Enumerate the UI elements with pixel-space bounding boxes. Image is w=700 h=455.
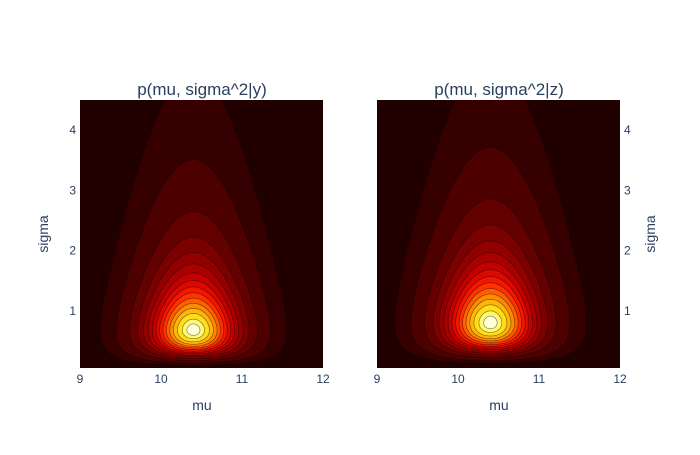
y-tick-label: 2: [69, 244, 76, 258]
x-tick-label: 12: [316, 372, 330, 386]
contour-plot-area: [80, 100, 323, 368]
x-tick-label: 11: [236, 372, 249, 386]
y-tick-label: 1: [624, 304, 631, 318]
x-axis-title: mu: [192, 397, 211, 413]
subplot-title: p(mu, sigma^2|z): [434, 80, 564, 99]
x-tick-label: 9: [77, 372, 84, 386]
y-tick-label: 1: [69, 304, 76, 318]
x-tick-label: 10: [154, 372, 168, 386]
contour-bands: [99, 100, 287, 366]
y-tick-label: 3: [624, 183, 631, 197]
contour-bands: [394, 100, 587, 364]
y-axis-title: sigma: [642, 215, 658, 253]
y-tick-label: 3: [69, 183, 76, 197]
contour-level: [186, 323, 201, 336]
y-tick-label: 4: [624, 123, 631, 137]
y-tick-label: 2: [624, 244, 631, 258]
x-tick-label: 10: [451, 372, 465, 386]
subplot-title: p(mu, sigma^2|y): [137, 80, 267, 99]
x-axis-title: mu: [489, 397, 508, 413]
x-tick-label: 11: [533, 372, 546, 386]
contour-plot-area: [377, 100, 620, 368]
y-axis-title: sigma: [35, 215, 51, 253]
y-tick-label: 4: [69, 123, 76, 137]
x-tick-label: 9: [374, 372, 381, 386]
x-tick-label: 12: [613, 372, 627, 386]
contour-level: [483, 315, 498, 330]
